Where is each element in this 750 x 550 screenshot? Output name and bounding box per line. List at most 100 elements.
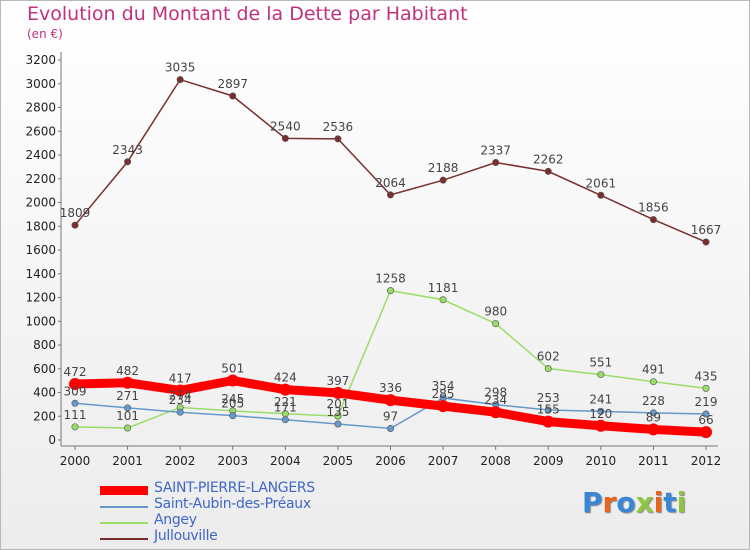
logo-letter: t [663, 486, 677, 519]
y-tick-label: 1400 [25, 267, 56, 281]
data-label: 2897 [217, 77, 248, 91]
series-angey [71, 287, 710, 432]
data-point [71, 423, 79, 431]
data-label: 97 [383, 409, 398, 423]
series-jullouville [71, 76, 710, 246]
data-point [594, 419, 607, 432]
data-point [69, 377, 81, 390]
data-label: 417 [169, 371, 192, 385]
y-tick-label: 1600 [25, 243, 56, 257]
y-tick-label: 1800 [25, 219, 56, 233]
data-label: 980 [484, 305, 507, 319]
data-label: 234 [169, 393, 192, 407]
data-point [384, 394, 397, 407]
data-point [229, 92, 237, 100]
data-point [489, 406, 502, 419]
legend-swatch [100, 506, 148, 508]
legend-item: Angey [100, 512, 400, 530]
legend-label: Saint-Aubin-des-Préaux [154, 496, 311, 512]
data-point [226, 374, 239, 387]
data-point [492, 158, 500, 166]
data-point [700, 426, 712, 439]
data-point [439, 176, 447, 184]
y-tick-label: 2000 [25, 196, 56, 210]
data-point [597, 371, 605, 379]
y-tick-label: 3000 [25, 77, 56, 91]
data-label: 201 [326, 397, 349, 411]
data-label: 2343 [112, 143, 143, 157]
data-point [229, 412, 237, 420]
y-tick-label: 1000 [25, 314, 56, 328]
data-point [281, 416, 289, 424]
data-point [492, 320, 500, 328]
logo-letter: i [676, 486, 687, 519]
data-label: 245 [221, 392, 244, 406]
data-point [649, 216, 657, 224]
logo-letter: o [616, 486, 636, 519]
data-label: 336 [379, 381, 402, 395]
y-tick-label: 2600 [25, 124, 56, 138]
data-label: 491 [642, 363, 665, 377]
y-tick-label: 200 [33, 409, 56, 423]
data-label: 435 [695, 369, 718, 383]
data-label: 228 [642, 394, 665, 408]
data-label: 205 [221, 397, 244, 411]
chart-subtitle: (en €) [27, 27, 63, 41]
series-saint-aubin-des-pr-aux [71, 394, 710, 432]
data-label: 1181 [428, 281, 459, 295]
data-point [647, 423, 660, 436]
data-point [649, 409, 657, 417]
legend-item: Jullouville [100, 528, 400, 546]
data-label: 135 [326, 405, 349, 419]
data-point [71, 399, 79, 407]
data-label: 155 [537, 403, 560, 417]
data-point [334, 412, 342, 420]
data-point [597, 191, 605, 199]
legend-item: SAINT-PIERRE-LANGERS [100, 480, 400, 498]
data-point [597, 407, 605, 415]
x-tick-label: 2007 [428, 454, 459, 468]
legend-label: SAINT-PIERRE-LANGERS [154, 480, 315, 496]
data-label: 298 [484, 386, 507, 400]
chart-title: Evolution du Montant de la Dette par Hab… [27, 3, 468, 25]
data-point [281, 134, 289, 142]
data-label: 271 [116, 389, 139, 403]
logo-letter: r [602, 486, 617, 519]
data-point [121, 376, 134, 389]
data-label: 66 [698, 413, 713, 427]
logo-letter: x [635, 486, 654, 519]
data-label: 2064 [375, 176, 406, 190]
data-point [71, 221, 79, 229]
data-point [544, 365, 552, 373]
data-label: 89 [646, 410, 661, 424]
x-tick-label: 2012 [691, 454, 722, 468]
data-label: 551 [589, 356, 612, 370]
data-point [702, 238, 710, 246]
data-label: 2188 [428, 161, 459, 175]
data-label: 501 [221, 362, 244, 376]
x-tick-label: 2005 [323, 454, 354, 468]
data-label: 424 [274, 371, 297, 385]
data-point [334, 135, 342, 143]
logo-letter: P [582, 486, 603, 519]
data-label: 482 [116, 364, 139, 378]
data-label: 219 [695, 395, 718, 409]
y-tick-label: 400 [33, 386, 56, 400]
logo-letter: i [653, 486, 664, 519]
data-label: 1258 [375, 272, 406, 286]
y-tick-label: 800 [33, 338, 56, 352]
data-point [649, 378, 657, 386]
data-point [176, 408, 184, 416]
data-point [542, 415, 555, 428]
x-tick-label: 2011 [638, 454, 669, 468]
data-point [124, 404, 132, 412]
y-tick-label: 2200 [25, 172, 56, 186]
series-layer [69, 76, 712, 439]
legend-swatch [100, 538, 148, 540]
x-tick-label: 2008 [480, 454, 511, 468]
y-tick-label: 600 [33, 362, 56, 376]
data-label: 3035 [165, 61, 196, 75]
data-label: 234 [484, 393, 507, 407]
data-point [544, 167, 552, 175]
data-label: 309 [64, 384, 87, 398]
